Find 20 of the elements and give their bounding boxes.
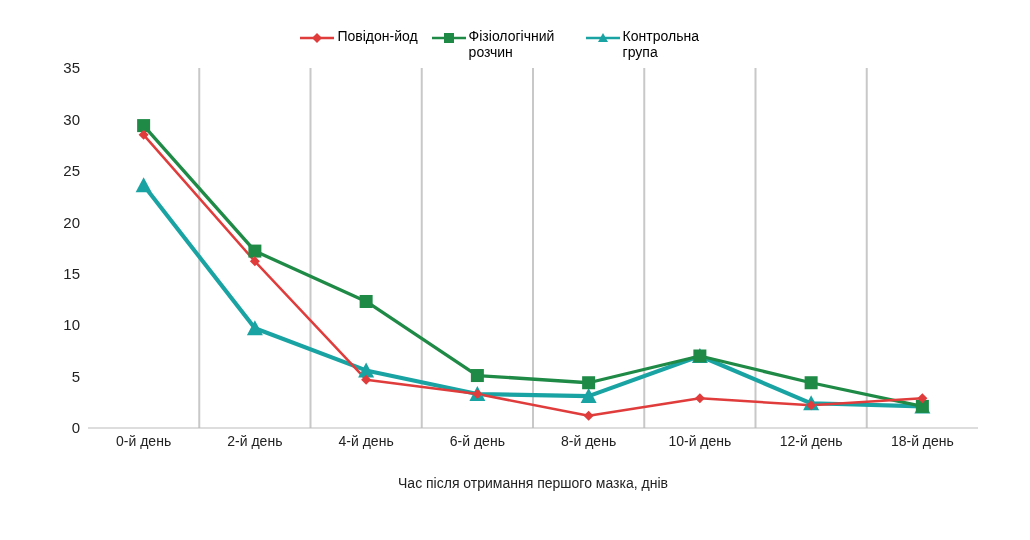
x-tick-label: 10-й день [668,432,732,449]
x-axis-title: Час після отримання першого мазка, днів [398,475,668,491]
y-tick-label: 15 [63,265,80,283]
legend-label: Контрольна група [622,28,700,60]
y-tick-label: 25 [63,162,80,180]
legend-label: Повідон-йод [337,28,418,44]
x-tick-label: 18-й день [890,432,954,449]
x-tick-label: 8-й день [561,432,617,449]
y-tick-label: 0 [71,419,80,437]
x-tick-label: 4-й день [338,432,394,449]
x-tick-label: 0-й день [116,432,172,449]
y-tick-label: 10 [63,316,80,334]
x-tick-label: 2-й день [227,432,283,449]
y-tick-label: 5 [71,367,80,385]
x-tick-label: 6-й день [449,432,505,449]
x-tick-label: 12-й день [779,432,843,449]
y-tick-label: 30 [63,110,80,128]
legend-label: Фізіологічний розчин [468,28,556,60]
y-tick-label: 35 [63,59,80,77]
y-tick-label: 20 [63,213,80,231]
